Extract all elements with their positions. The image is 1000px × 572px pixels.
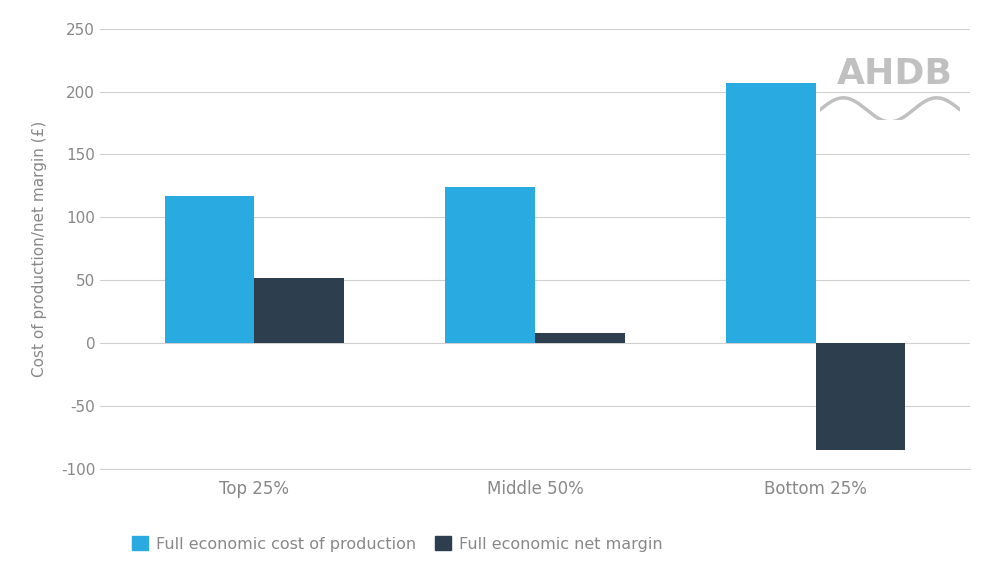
Bar xyxy=(726,83,816,343)
Y-axis label: Cost of production/net margin (£): Cost of production/net margin (£) xyxy=(32,121,47,377)
Bar xyxy=(445,187,535,343)
Bar xyxy=(254,278,344,343)
Bar xyxy=(165,196,254,343)
Text: AHDB: AHDB xyxy=(837,57,953,92)
Legend: Full economic cost of production, Full economic net margin: Full economic cost of production, Full e… xyxy=(125,530,669,558)
Bar xyxy=(816,343,905,450)
Bar xyxy=(535,333,625,343)
